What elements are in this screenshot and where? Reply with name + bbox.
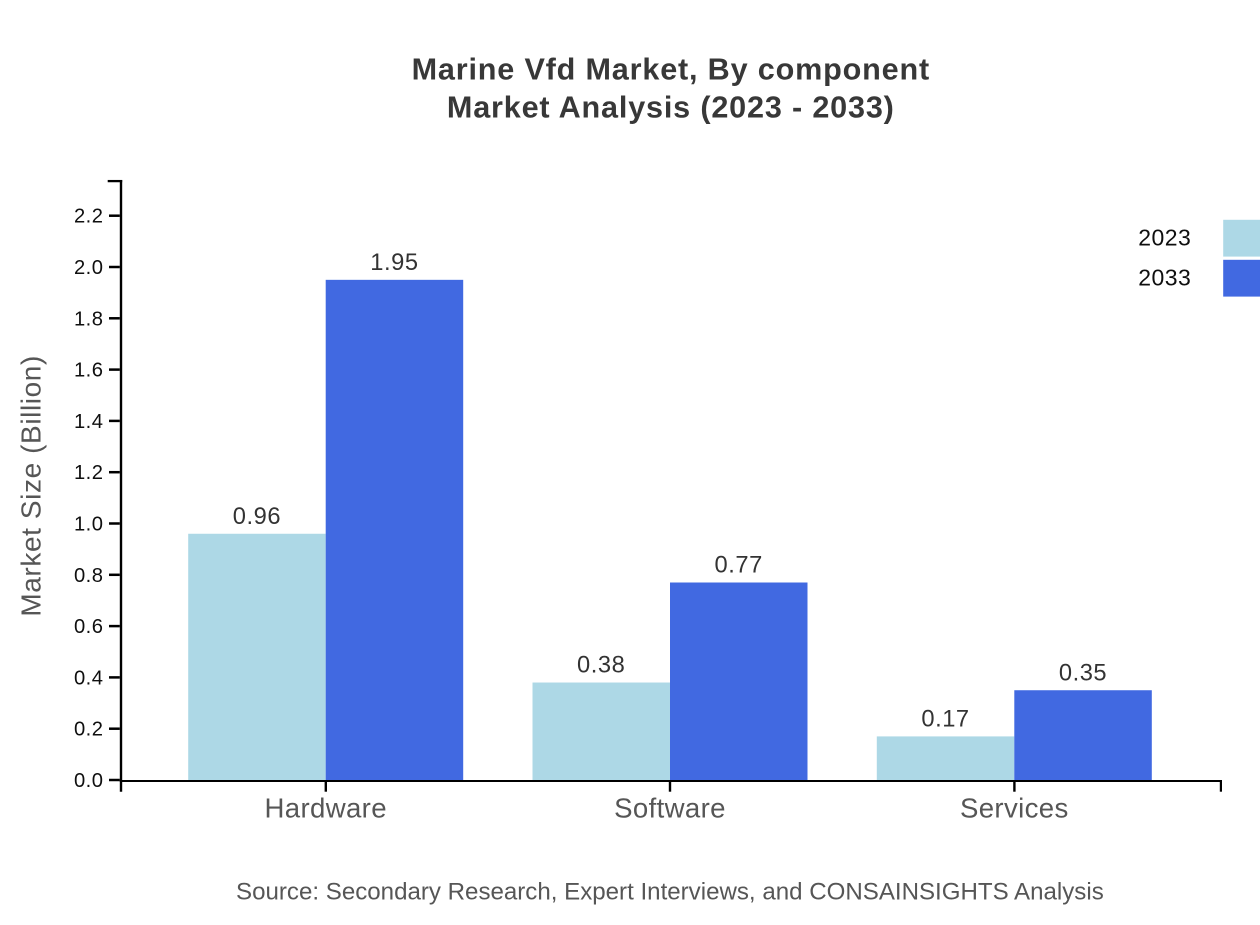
svg-text:Source: Secondary Research, Ex: Source: Secondary Research, Expert Inter… bbox=[236, 878, 1104, 905]
svg-text:2023: 2023 bbox=[1138, 224, 1191, 250]
svg-text:Hardware: Hardware bbox=[264, 793, 386, 824]
svg-text:1.8: 1.8 bbox=[74, 308, 103, 330]
svg-text:1.0: 1.0 bbox=[74, 514, 103, 536]
svg-text:2.2: 2.2 bbox=[74, 206, 103, 228]
svg-text:0.0: 0.0 bbox=[74, 770, 103, 792]
svg-text:0.4: 0.4 bbox=[74, 667, 103, 689]
svg-text:0.96: 0.96 bbox=[233, 504, 281, 530]
svg-text:0.77: 0.77 bbox=[715, 553, 763, 579]
svg-text:1.4: 1.4 bbox=[74, 411, 103, 433]
svg-text:1.2: 1.2 bbox=[74, 462, 103, 484]
svg-text:0.8: 0.8 bbox=[74, 565, 103, 587]
svg-text:1.95: 1.95 bbox=[370, 250, 418, 276]
svg-text:0.17: 0.17 bbox=[921, 707, 969, 733]
svg-text:Market Size (Billion): Market Size (Billion) bbox=[16, 355, 47, 617]
svg-text:0.38: 0.38 bbox=[577, 653, 625, 679]
svg-text:Software: Software bbox=[614, 793, 726, 824]
svg-text:Market Analysis (2023 - 2033): Market Analysis (2023 - 2033) bbox=[447, 91, 895, 125]
svg-text:0.35: 0.35 bbox=[1059, 660, 1107, 686]
svg-text:Services: Services bbox=[960, 793, 1069, 824]
svg-text:2.0: 2.0 bbox=[74, 257, 103, 279]
svg-text:0.2: 0.2 bbox=[74, 719, 103, 741]
svg-text:Marine Vfd Market, By componen: Marine Vfd Market, By component bbox=[412, 53, 930, 87]
svg-text:2033: 2033 bbox=[1138, 264, 1191, 290]
svg-text:1.6: 1.6 bbox=[74, 360, 103, 382]
svg-text:0.6: 0.6 bbox=[74, 616, 103, 638]
